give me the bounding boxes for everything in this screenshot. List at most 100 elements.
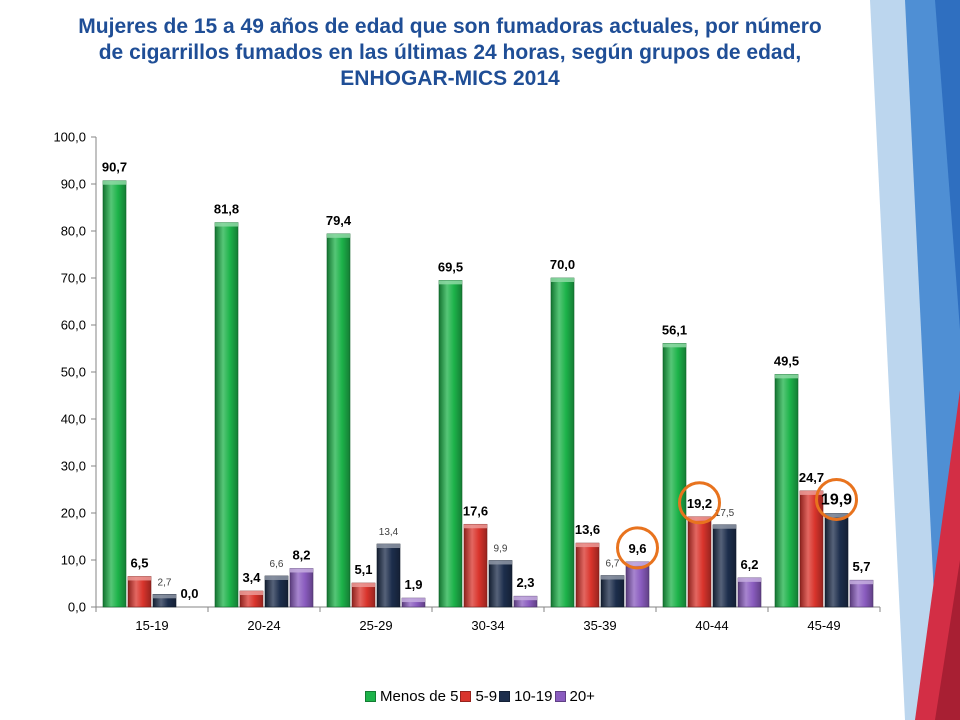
data-label: 6,7 (606, 559, 620, 570)
legend-label: 5-9 (475, 688, 498, 705)
bar-cap (626, 561, 649, 566)
bar (102, 180, 127, 608)
chart-title: Mujeres de 15 a 49 años de edad que son … (0, 14, 900, 92)
bar-cap (825, 513, 848, 518)
bar-cap (663, 343, 686, 348)
y-tick-label: 40,0 (61, 412, 86, 427)
bar (326, 233, 351, 608)
bar (687, 516, 712, 608)
y-tick-label: 50,0 (61, 365, 86, 380)
bar-cap (377, 544, 400, 549)
y-tick-label: 60,0 (61, 318, 86, 333)
bar (463, 523, 488, 608)
data-label: 13,4 (379, 527, 399, 538)
bar (824, 513, 849, 608)
data-label: 56,1 (662, 322, 687, 337)
data-label: 70,0 (550, 257, 575, 272)
y-tick-label: 90,0 (61, 177, 86, 192)
bar-cap (800, 490, 823, 495)
x-tick-label: 35-39 (583, 618, 616, 633)
bar-cap (439, 280, 462, 285)
bar-cap (290, 568, 313, 573)
data-label: 81,8 (214, 202, 239, 217)
bar-cap (576, 543, 599, 548)
data-label: 9,9 (494, 543, 508, 554)
bar-cap (327, 233, 350, 238)
data-label: 5,7 (852, 559, 870, 574)
y-tick-label: 100,0 (53, 130, 86, 145)
highlight-circle (616, 526, 659, 570)
data-label: 2,7 (158, 577, 172, 588)
x-tick-label: 40-44 (695, 618, 728, 633)
y-tick-label: 10,0 (61, 553, 86, 568)
bar-cap (850, 580, 873, 585)
bar (849, 579, 874, 608)
bar-cap (402, 598, 425, 603)
chart-title-line-1: Mujeres de 15 a 49 años de edad que son … (78, 15, 822, 38)
bar-cap (240, 591, 263, 596)
data-label: 3,4 (242, 570, 261, 585)
legend-item: 20+ (554, 688, 595, 705)
legend-swatch (554, 691, 566, 702)
decor-band-dark (935, 0, 960, 330)
y-tick-label: 20,0 (61, 506, 86, 521)
bar-cap (514, 596, 537, 601)
bar-cap (215, 222, 238, 227)
bar (662, 343, 687, 608)
bar (712, 524, 737, 608)
bar-cap (713, 524, 736, 529)
data-label: 17,6 (463, 503, 488, 518)
data-label: 8,2 (292, 547, 310, 562)
bar (127, 576, 152, 608)
x-tick-label: 15-19 (135, 618, 168, 633)
x-tick-label: 45-49 (807, 618, 840, 633)
bar (737, 577, 762, 608)
bar-cap (153, 594, 176, 599)
chart-legend: Menos de 5 5-9 10-19 20+ (0, 688, 960, 706)
data-label: 5,1 (354, 562, 372, 577)
bar-cap (489, 560, 512, 565)
bar (438, 280, 463, 608)
decor-band-red-dark (935, 560, 960, 720)
bar-cap (738, 577, 761, 582)
bar (376, 543, 401, 608)
legend-label: Menos de 5 (380, 688, 459, 705)
legend-item: Menos de 5 (365, 688, 458, 705)
data-label: 6,2 (740, 557, 758, 572)
chart-title-line-3: ENHOGAR-MICS 2014 (340, 67, 560, 90)
y-tick-label: 70,0 (61, 271, 86, 286)
legend-item: 5-9 (460, 688, 497, 705)
data-label: 17,5 (715, 508, 735, 519)
y-tick-label: 30,0 (61, 459, 86, 474)
legend-swatch (365, 691, 377, 702)
data-label: 1,9 (404, 577, 422, 592)
chart-title-line-2: de cigarrillos fumados en las últimas 24… (98, 41, 802, 64)
bar-cap (775, 374, 798, 379)
data-label: 6,6 (270, 559, 284, 570)
y-tick-label: 80,0 (61, 224, 86, 239)
x-tick-label: 20-24 (247, 618, 280, 633)
x-tick-label: 30-34 (471, 618, 504, 633)
highlight-circle (678, 481, 721, 525)
legend-swatch (460, 691, 472, 702)
data-label: 69,5 (438, 259, 463, 274)
bar-cap (551, 278, 574, 282)
data-label: 9,6 (628, 541, 646, 556)
legend-label: 10-19 (514, 688, 553, 705)
highlight-circle (815, 477, 858, 521)
x-tick-label: 25-29 (359, 618, 392, 633)
data-label: 13,6 (575, 522, 600, 537)
data-label: 79,4 (326, 213, 352, 228)
bar (488, 560, 513, 608)
data-label: 0,0 (180, 586, 198, 601)
data-label: 6,5 (130, 555, 148, 570)
legend-swatch (499, 691, 511, 702)
data-label: 90,7 (102, 160, 127, 175)
bar (214, 222, 239, 608)
bar (289, 568, 314, 608)
bar-cap (128, 576, 151, 581)
bar (575, 542, 600, 608)
legend-label: 20+ (569, 688, 595, 705)
